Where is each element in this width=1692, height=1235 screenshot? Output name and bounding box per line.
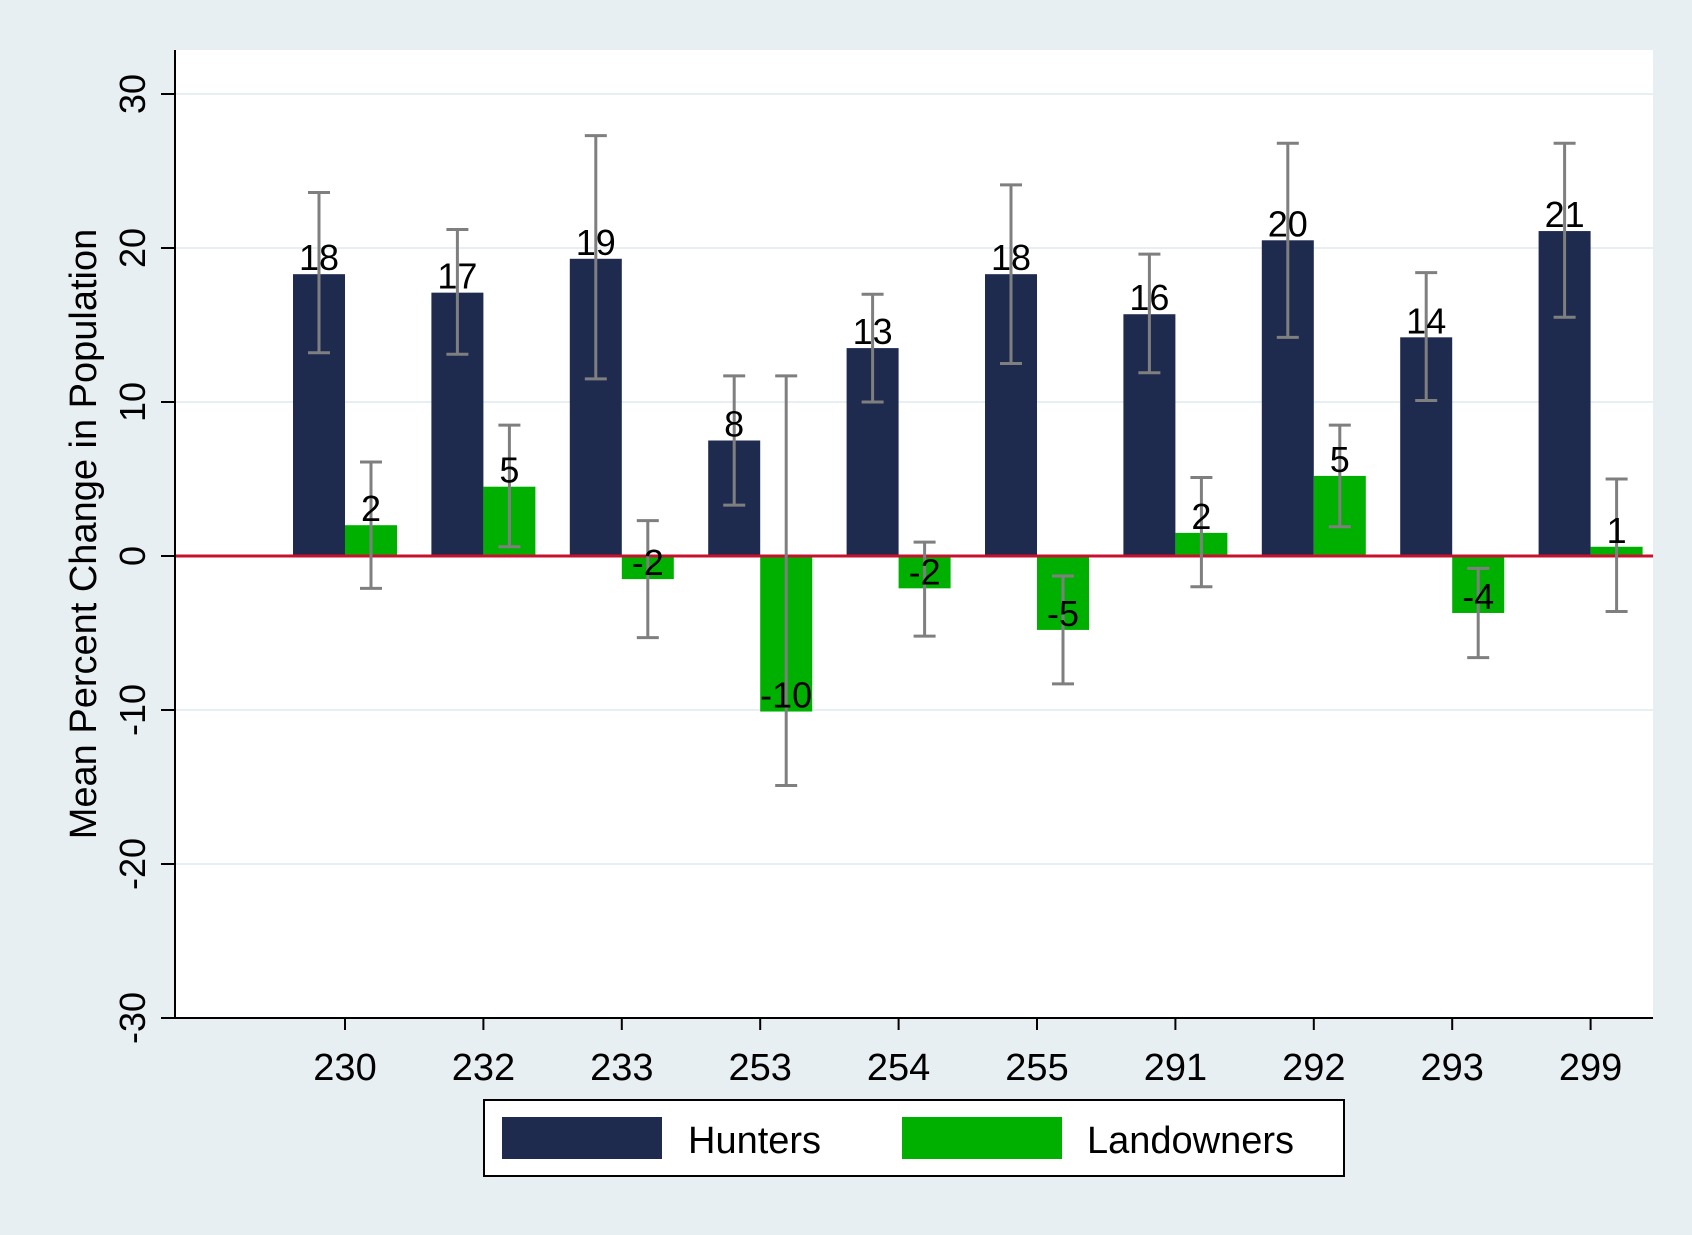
error-bar <box>1052 574 1074 686</box>
error-bar <box>1605 477 1628 613</box>
legend-swatch-hunters <box>502 1117 662 1159</box>
legend-swatch-landowners <box>902 1117 1062 1159</box>
error-bars <box>308 134 1628 787</box>
data-labels: 18 2 17 5 19 -2 8 -10 13 -2 18 -5 16 2 20 5 14 -4 21 1 <box>299 194 1627 715</box>
y-axis-title: Mean Percent Change in Population <box>63 229 105 840</box>
error-bar <box>1190 475 1213 589</box>
data-label: 2 <box>1191 496 1211 537</box>
y-tick-label: 30 <box>112 74 153 114</box>
error-bar <box>584 134 607 381</box>
data-label: 8 <box>724 404 744 445</box>
data-label: -2 <box>632 542 664 583</box>
error-bar <box>1000 183 1022 365</box>
data-label: 16 <box>1129 277 1169 318</box>
error-bar <box>913 540 936 638</box>
error-bar <box>1553 141 1576 319</box>
data-label: -4 <box>1462 576 1494 617</box>
error-bar <box>1328 423 1351 529</box>
y-tick-label: -10 <box>112 684 153 736</box>
legend-label-hunters: Hunters <box>688 1120 821 1162</box>
error-bar <box>1415 271 1438 402</box>
x-tick-label: 292 <box>1282 1047 1345 1089</box>
error-bar <box>775 374 798 787</box>
data-label: -2 <box>909 551 941 592</box>
y-tick-label: -30 <box>112 992 153 1044</box>
data-label: 5 <box>1330 439 1350 480</box>
x-tick-label: 230 <box>313 1047 376 1089</box>
data-label: 21 <box>1545 194 1585 235</box>
x-tick-label: 291 <box>1144 1047 1207 1089</box>
error-bar <box>498 423 521 549</box>
error-bar <box>1138 252 1161 375</box>
data-label: 13 <box>853 311 893 352</box>
x-tick-label: 254 <box>867 1047 930 1089</box>
x-tick-label: 255 <box>1005 1047 1068 1089</box>
data-label: -5 <box>1047 593 1079 634</box>
data-label: 17 <box>437 256 477 297</box>
data-label: 20 <box>1268 203 1308 244</box>
error-bar <box>723 374 746 507</box>
error-bar <box>861 292 884 404</box>
x-tick-label: 293 <box>1420 1047 1483 1089</box>
y-tick-label: -20 <box>112 838 153 890</box>
x-tick-label: 253 <box>728 1047 791 1089</box>
error-bar <box>308 191 330 355</box>
x-tick-label: 299 <box>1559 1047 1622 1089</box>
error-bar <box>1276 141 1299 339</box>
legend: Hunters Landowners <box>483 1099 1345 1177</box>
data-label: 18 <box>991 237 1031 278</box>
x-tick-label: 232 <box>452 1047 515 1089</box>
data-label: 14 <box>1406 300 1446 341</box>
error-bar <box>360 460 382 590</box>
data-label: 5 <box>499 450 519 491</box>
data-label: 2 <box>361 488 381 529</box>
y-tick-label: 20 <box>112 228 153 268</box>
y-tick-label: 10 <box>112 382 153 422</box>
error-bar <box>446 228 469 356</box>
data-label: 18 <box>299 237 339 278</box>
legend-label-landowners: Landowners <box>1087 1120 1294 1162</box>
error-bar <box>636 519 659 640</box>
y-tick-label: 0 <box>112 546 153 566</box>
error-bar <box>1467 566 1490 660</box>
x-tick-label: 233 <box>590 1047 653 1089</box>
data-label: -10 <box>760 675 812 716</box>
data-label: 19 <box>576 222 616 263</box>
data-label: 1 <box>1607 510 1627 551</box>
